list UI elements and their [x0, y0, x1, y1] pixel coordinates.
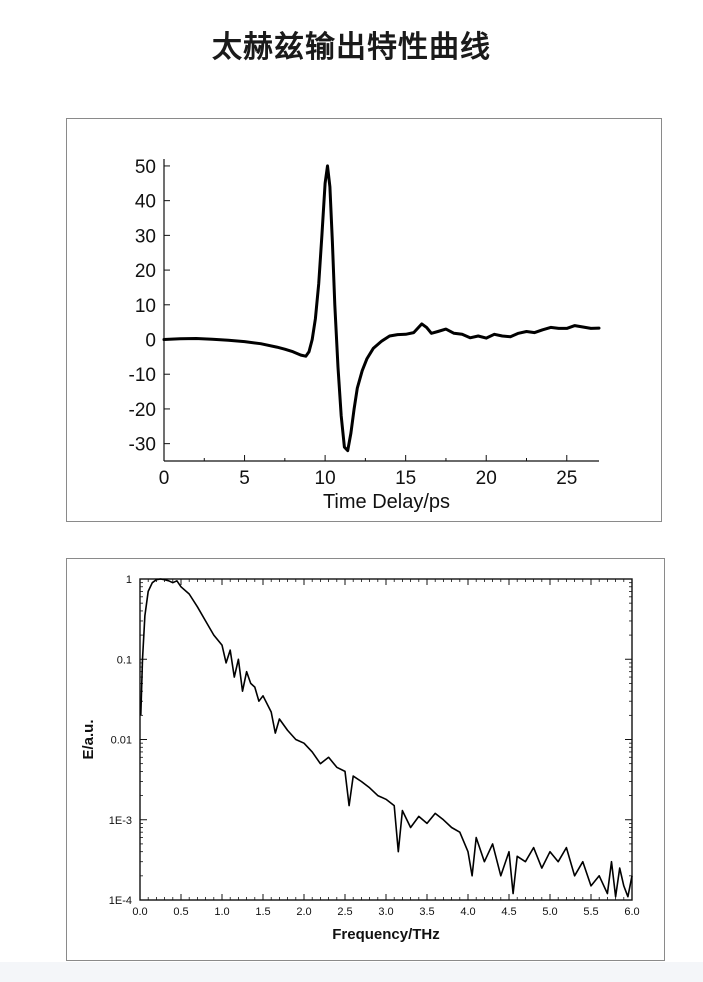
- time-domain-chart: 0 5 10 15 20 25 50 40 30 20 10 0 -10 -20 -30 Time Delay…: [129, 157, 601, 513]
- x-tick-label: 3.5: [419, 906, 434, 918]
- x-tick-label: 25: [556, 468, 577, 489]
- x-tick-label: 5: [239, 468, 250, 489]
- x-tick-label: 10: [315, 468, 336, 489]
- x-tick-label: 20: [476, 468, 497, 489]
- y-tick-label: 10: [135, 296, 156, 317]
- y-tick-label: 0: [145, 331, 156, 352]
- plot-frame: [139, 578, 633, 901]
- x-axis-label: Time Delay/ps: [323, 491, 450, 513]
- y-tick-label: 0.01: [111, 735, 132, 747]
- x-tick-label: 4.5: [501, 906, 516, 918]
- x-tick-label: 5.5: [583, 906, 598, 918]
- y-tick-label: -10: [129, 365, 156, 386]
- waveform-series-line: [162, 164, 601, 453]
- x-tick-label: 15: [395, 468, 416, 489]
- y-tick-label: 1: [126, 574, 132, 586]
- bottom-strip: [0, 962, 703, 982]
- x-tick-label: 5.0: [542, 906, 557, 918]
- y-tick-label: 20: [135, 261, 156, 282]
- time-domain-chart-panel: 0 5 10 15 20 25 50 40 30 20 10 0 -10 -20 -30 Time Delay…: [66, 118, 662, 522]
- y-tick-label: -30: [129, 435, 156, 456]
- y-tick-label: 0.1: [117, 654, 132, 666]
- y-tick-label: 50: [135, 157, 156, 178]
- y-tick-label: -20: [129, 400, 156, 421]
- x-tick-label: 1.0: [214, 906, 229, 918]
- x-tick-label: 4.0: [460, 906, 475, 918]
- x-tick-label: 0: [159, 468, 170, 489]
- y-axis-label: E/a.u.: [80, 719, 97, 759]
- x-tick-label: 0.0: [132, 906, 147, 918]
- spectrum-series-line: [140, 578, 633, 898]
- y-tick-label: 1E-3: [109, 815, 132, 827]
- x-tick-label: 6.0: [624, 906, 639, 918]
- x-tick-label: 1.5: [255, 906, 270, 918]
- y-tick-label: 30: [135, 226, 156, 247]
- x-tick-label: 0.5: [173, 906, 188, 918]
- x-axis-label: Frequency/THz: [332, 926, 440, 943]
- frequency-spectrum-chart: 0.0 0.5 1.0 1.5 2.0 2.5 3.0 3.5 4.0 4.5 5.0 5.5 6.0 1…: [80, 574, 640, 943]
- y-tick-label: 1E-4: [109, 895, 132, 907]
- x-tick-label: 2.5: [337, 906, 352, 918]
- x-tick-label: 3.0: [378, 906, 393, 918]
- frequency-spectrum-chart-panel: 0.0 0.5 1.0 1.5 2.0 2.5 3.0 3.5 4.0 4.5 5.0 5.5 6.0 1…: [66, 558, 665, 961]
- x-tick-label: 2.0: [296, 906, 311, 918]
- page-title: 太赫兹输出特性曲线: [212, 30, 491, 65]
- y-tick-label: 40: [135, 192, 156, 213]
